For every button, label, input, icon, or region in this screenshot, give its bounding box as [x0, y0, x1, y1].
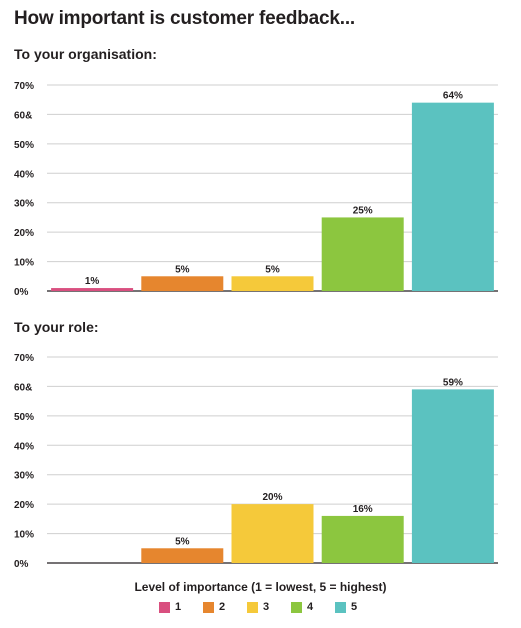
role-bar-chart: 0% 10% 20% 30% 40% 50% 60&70% 5% 20% 16% 59%: [14, 353, 498, 570]
y-tick-label: 40%: [14, 169, 34, 180]
bar-level-3: [231, 276, 314, 291]
data-label: 25%: [353, 205, 373, 216]
bar-level-1: [51, 288, 134, 291]
bar-level-5: [411, 389, 494, 563]
legend-label: 5: [351, 601, 358, 613]
y-tick-label: 60&: [14, 110, 32, 121]
y-tick-label: 70%: [14, 353, 34, 364]
bar-level-2: [141, 548, 224, 563]
bar-level-2: [141, 276, 224, 291]
organisation-bar-chart: 0% 10% 20% 30% 40% 50% 60&70% 1% 5% 5% 25% 64%: [14, 81, 498, 298]
y-tick-label: 30%: [14, 199, 34, 210]
chart-title: How important is customer feedback...: [14, 8, 356, 29]
data-label: 59%: [443, 377, 463, 388]
data-label: 20%: [262, 492, 282, 503]
y-tick-label: 60&: [14, 382, 32, 393]
bar-level-5: [411, 102, 494, 292]
y-tick-label: 20%: [14, 228, 34, 239]
y-tick-label: 10%: [14, 258, 34, 269]
legend-swatch: [291, 602, 302, 613]
legend-swatch: [335, 602, 346, 613]
role-chart-title: To your role:: [14, 319, 99, 335]
data-label: 64%: [443, 91, 463, 102]
legend-swatch: [159, 602, 170, 613]
organisation-chart-title: To your organisation:: [14, 46, 157, 62]
data-label: 16%: [353, 504, 373, 515]
bar-level-4: [321, 217, 404, 291]
y-tick-label: 40%: [14, 441, 34, 452]
bar-level-4: [321, 515, 404, 563]
y-tick-label: 30%: [14, 471, 34, 482]
data-label: 5%: [265, 264, 280, 275]
y-tick-label: 50%: [14, 412, 34, 423]
legend-label: 1: [175, 601, 182, 613]
legend-swatch: [247, 602, 258, 613]
y-tick-label: 0%: [14, 287, 29, 298]
data-label: 5%: [175, 264, 190, 275]
y-tick-label: 0%: [14, 559, 29, 570]
legend-swatch: [203, 602, 214, 613]
legend-title: Level of importance (1 = lowest, 5 = hig…: [134, 580, 387, 594]
y-tick-label: 50%: [14, 140, 34, 151]
y-tick-label: 70%: [14, 81, 34, 92]
data-label: 5%: [175, 536, 190, 547]
legend-label: 4: [307, 601, 314, 613]
bar-level-3: [231, 504, 314, 563]
legend-label: 3: [263, 601, 270, 613]
legend-label: 2: [219, 601, 226, 613]
data-label: 1%: [85, 276, 100, 287]
y-tick-label: 20%: [14, 500, 34, 511]
y-tick-label: 10%: [14, 530, 34, 541]
